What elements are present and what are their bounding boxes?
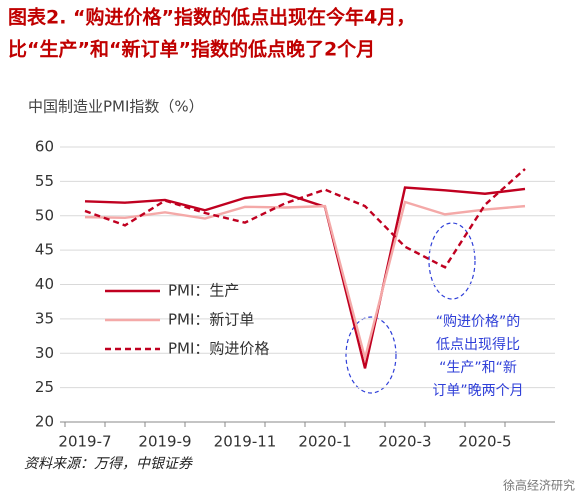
y-tick-label: 60 [35, 138, 54, 156]
x-tick-label: 2020-1 [298, 433, 351, 451]
legend-label: PMI：生产 [168, 282, 239, 300]
series-line [84, 186, 526, 369]
watermark: 徐高经济研究 [503, 478, 575, 493]
highlight-ellipse [428, 222, 476, 300]
y-tick-label: 45 [35, 241, 54, 259]
y-tick-label: 20 [35, 413, 54, 431]
annotation: 订单”晚两个月 [432, 383, 523, 399]
legend-label: PMI：购进价格 [168, 340, 269, 358]
annotation: “购进价格”的 [436, 314, 521, 330]
source-note: 资料来源：万得，中银证券 [24, 456, 193, 472]
chart-subtitle: 中国制造业PMI指数（%） [28, 98, 204, 116]
y-tick-label: 40 [35, 275, 54, 293]
y-tick-label: 35 [35, 309, 54, 327]
x-tick-label: 2019-11 [214, 433, 277, 451]
x-tick-label: 2019-7 [58, 433, 111, 451]
highlight-ellipse [345, 316, 397, 394]
x-tick-label: 2019-9 [138, 433, 191, 451]
y-tick-label: 25 [35, 378, 54, 396]
annotation: “生产”和“新 [439, 360, 517, 376]
y-tick-label: 55 [35, 172, 54, 190]
y-tick-label: 30 [35, 344, 54, 362]
x-tick-label: 2020-3 [378, 433, 431, 451]
series-line [84, 168, 526, 269]
y-tick-label: 50 [35, 206, 54, 224]
legend-label: PMI：新订单 [168, 311, 254, 329]
chart-title: 图表2. “购进价格”指数的低点出现在今年4月， [8, 6, 415, 29]
x-tick-label: 2020-5 [458, 433, 511, 451]
chart-title: 比“生产”和“新订单”指数的低点晚了2个月 [8, 38, 375, 61]
annotation: 低点出现得比 [436, 336, 520, 353]
series-line [84, 200, 526, 363]
